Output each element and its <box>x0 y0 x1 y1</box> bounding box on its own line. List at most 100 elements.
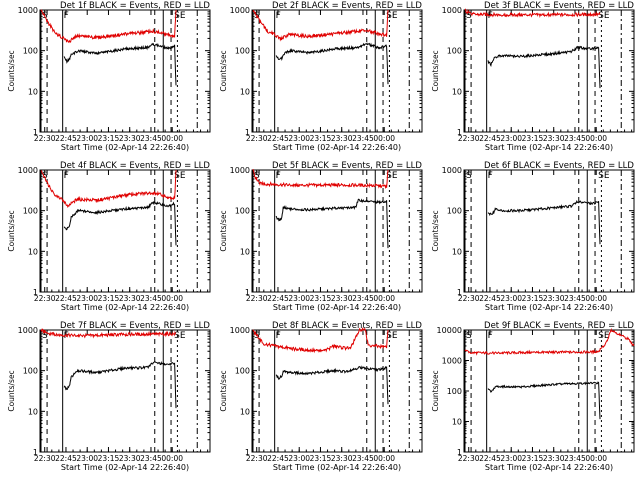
y-tick-label: 1000 <box>230 326 250 335</box>
plot-frame <box>251 169 423 293</box>
x-axis-label: Start Time (02-Apr-14 22:26:40) <box>273 463 401 472</box>
x-tick-label: 23:15 <box>310 294 332 303</box>
marker-label-s: S <box>466 171 472 181</box>
x-tick-label: 23:45 <box>140 134 162 143</box>
series-events <box>487 199 601 245</box>
y-tick-label: 100 <box>23 47 38 56</box>
y-tick-label: 1 <box>33 448 38 457</box>
series-lld <box>252 327 389 354</box>
x-tick-label: 00:00 <box>161 294 183 303</box>
panel-title: Det 6f BLACK = Events, RED = LLD <box>484 161 634 171</box>
y-tick-label: 1000 <box>18 326 38 335</box>
y-tick-label: 1000 <box>442 6 462 15</box>
y-axis-label: Counts/sec <box>431 370 440 411</box>
x-tick-label: 23:15 <box>310 134 332 143</box>
y-tick-label: 10 <box>240 87 250 96</box>
series-lld <box>464 328 635 356</box>
x-tick-label: 23:30 <box>543 454 565 463</box>
x-tick-label: 23:00 <box>76 454 98 463</box>
x-tick-label: 23:15 <box>522 294 544 303</box>
x-tick-label: 23:15 <box>98 294 120 303</box>
x-tick-label: 22:45 <box>267 454 289 463</box>
y-tick-label: 10 <box>452 87 462 96</box>
y-tick-label: 1 <box>33 128 38 137</box>
y-axis-label: Counts/sec <box>7 370 16 411</box>
marker-label-se: SE <box>174 171 186 181</box>
x-tick-label: 22:45 <box>479 134 501 143</box>
panel-det-3: Det 3f BLACK = Events, RED = LLD 1 10 100 10… <box>431 1 635 152</box>
x-axis-label: Start Time (02-Apr-14 22:26:40) <box>273 303 401 312</box>
x-tick-label: 22:30 <box>246 454 268 463</box>
x-tick-label: 00:00 <box>373 294 395 303</box>
x-tick-label: 23:00 <box>76 294 98 303</box>
marker-label-f: F <box>276 11 281 21</box>
marker-label-se: SE <box>386 11 398 21</box>
x-tick-label: 23:30 <box>543 134 565 143</box>
x-tick-label: 22:30 <box>34 134 56 143</box>
x-tick-label: 22:45 <box>55 294 77 303</box>
x-tick-label: 23:15 <box>310 454 332 463</box>
x-tick-label: 23:00 <box>76 134 98 143</box>
panel-det-6: Det 6f BLACK = Events, RED = LLD 1 10 100 10… <box>431 161 635 312</box>
y-axis-label: Counts/sec <box>219 370 228 411</box>
y-tick-label: 100 <box>447 387 462 396</box>
marker-label-se: SE <box>598 331 610 341</box>
x-tick-label: 22:45 <box>267 294 289 303</box>
plot-frame <box>251 9 423 133</box>
marker-label-se: SE <box>598 171 610 181</box>
x-tick-label: 23:45 <box>564 294 586 303</box>
x-tick-label: 22:45 <box>479 454 501 463</box>
marker-label-f: F <box>64 171 69 181</box>
x-tick-label: 23:00 <box>500 294 522 303</box>
panel-title: Det 4f BLACK = Events, RED = LLD <box>60 161 210 171</box>
panel-det-9: Det 9f BLACK = Events, RED = LLD 1 10 100 10… <box>431 321 635 472</box>
y-tick-label: 1 <box>457 448 462 457</box>
x-tick-label: 23:45 <box>140 454 162 463</box>
x-tick-label: 22:30 <box>458 454 480 463</box>
y-tick-label: 1 <box>245 128 250 137</box>
series-lld <box>464 8 601 19</box>
marker-label-se: SE <box>174 331 186 341</box>
panel-title: Det 2f BLACK = Events, RED = LLD <box>272 1 422 11</box>
x-tick-label: 23:15 <box>98 134 120 143</box>
marker-label-se: SE <box>598 11 610 21</box>
series-events <box>275 365 389 405</box>
x-tick-label: 22:45 <box>55 134 77 143</box>
marker-label-s: S <box>42 171 48 181</box>
marker-label-f: F <box>276 171 281 181</box>
x-tick-label: 00:00 <box>161 134 183 143</box>
x-tick-label: 23:00 <box>500 134 522 143</box>
marker-label-s: S <box>254 171 260 181</box>
series-events <box>63 361 177 409</box>
x-tick-label: 23:15 <box>98 454 120 463</box>
y-tick-label: 10 <box>452 247 462 256</box>
panel-title: Det 5f BLACK = Events, RED = LLD <box>272 161 422 171</box>
series-events <box>487 45 601 89</box>
series-events <box>275 42 389 85</box>
marker-label-f: F <box>64 11 69 21</box>
series-events <box>487 381 601 420</box>
x-tick-label: 00:00 <box>585 134 607 143</box>
x-tick-label: 23:30 <box>119 134 141 143</box>
x-tick-label: 22:30 <box>246 134 268 143</box>
marker-label-s: S <box>466 331 472 341</box>
x-tick-label: 23:45 <box>352 134 374 143</box>
marker-label-se: SE <box>386 331 398 341</box>
series-lld <box>252 9 389 42</box>
panel-det-4: Det 4f BLACK = Events, RED = LLD 1 10 100 10… <box>7 161 211 312</box>
marker-label-s: S <box>466 11 472 21</box>
plot-frame <box>463 329 635 453</box>
x-tick-label: 22:30 <box>34 454 56 463</box>
y-tick-label: 10 <box>28 247 38 256</box>
plot-frame <box>39 9 211 133</box>
x-tick-label: 23:00 <box>288 134 310 143</box>
series-events <box>63 200 177 246</box>
plot-frame <box>463 9 635 133</box>
series-events <box>275 198 389 249</box>
y-axis-label: Counts/sec <box>219 50 228 91</box>
x-tick-label: 23:15 <box>522 134 544 143</box>
y-tick-label: 1000 <box>18 6 38 15</box>
plot-frame <box>39 169 211 293</box>
y-tick-label: 100 <box>235 47 250 56</box>
y-tick-label: 100 <box>23 207 38 216</box>
